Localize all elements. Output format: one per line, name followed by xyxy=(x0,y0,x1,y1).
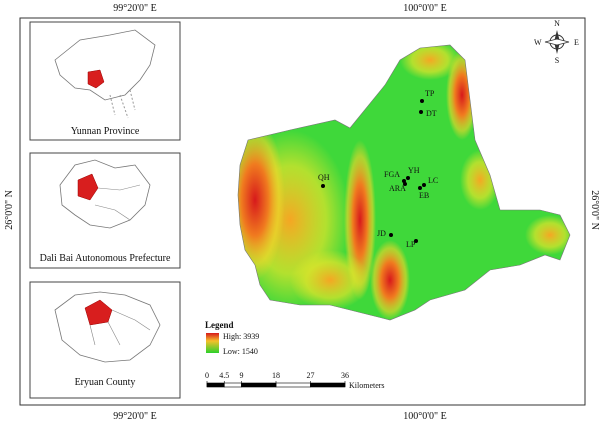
site-label: ARA xyxy=(389,184,406,193)
county-outline xyxy=(237,44,571,321)
scale-segment xyxy=(310,382,346,388)
site-marker xyxy=(389,233,393,237)
site-label: DT xyxy=(426,109,437,118)
compass-n: N xyxy=(554,19,560,28)
site-label: YH xyxy=(408,166,420,175)
lat-label: 26°0'0" N xyxy=(4,190,15,230)
inset-yunnan: Yunnan Province xyxy=(29,21,181,141)
lon-label: 99°20'0" E xyxy=(113,3,157,14)
site-label: FGA xyxy=(384,170,400,179)
inset-dali: Dali Bai Autonomous Prefecture xyxy=(29,152,181,269)
legend-low: Low: 1540 xyxy=(223,347,258,356)
site-marker xyxy=(321,184,325,188)
site-marker xyxy=(422,183,426,187)
compass-w: W xyxy=(534,38,542,47)
inset-label: Yunnan Province xyxy=(71,126,140,137)
scale-segment xyxy=(223,382,242,388)
site-label: LP xyxy=(406,240,416,249)
site-marker xyxy=(419,110,423,114)
inset-label: Eryuan County xyxy=(75,377,136,388)
scale-tick-label: 9 xyxy=(240,371,244,380)
site-label: EB xyxy=(419,191,429,200)
scale-tick-label: 0 xyxy=(205,371,209,380)
scale-tick-label: 18 xyxy=(272,371,280,380)
legend-high: High: 3939 xyxy=(223,332,259,341)
compass-e: E xyxy=(574,38,579,47)
scale-unit: Kilometers xyxy=(349,381,385,390)
scale-tick-label: 36 xyxy=(341,371,349,380)
scale-segment xyxy=(275,382,311,388)
legend-title: Legend xyxy=(205,320,234,330)
site-marker xyxy=(418,186,422,190)
site-label: LC xyxy=(428,176,438,185)
scale-tick-label: 4.5 xyxy=(219,371,229,380)
lon-label: 100°0'0" E xyxy=(403,411,447,422)
compass-s: S xyxy=(555,56,559,65)
site-label: QH xyxy=(318,173,330,182)
site-label: TP xyxy=(425,89,435,98)
inset-label: Dali Bai Autonomous Prefecture xyxy=(40,253,171,264)
site-marker xyxy=(420,99,424,103)
site-marker xyxy=(414,239,418,243)
scale-segment xyxy=(241,382,277,388)
site-marker xyxy=(403,182,407,186)
scale-tick-label: 27 xyxy=(307,371,315,380)
compass: N S E W xyxy=(534,19,579,65)
site-marker xyxy=(406,176,410,180)
map-frame xyxy=(19,17,586,406)
site-label: JD xyxy=(377,229,386,238)
scale-segment xyxy=(206,382,225,388)
legend: Legend High: 3939 Low: 1540 xyxy=(205,320,259,356)
inset-eryuan: Eryuan County xyxy=(29,281,181,399)
lat-label: 26°0'0" N xyxy=(589,190,600,230)
lon-label: 99°20'0" E xyxy=(113,411,157,422)
lon-label: 100°0'0" E xyxy=(403,3,447,14)
